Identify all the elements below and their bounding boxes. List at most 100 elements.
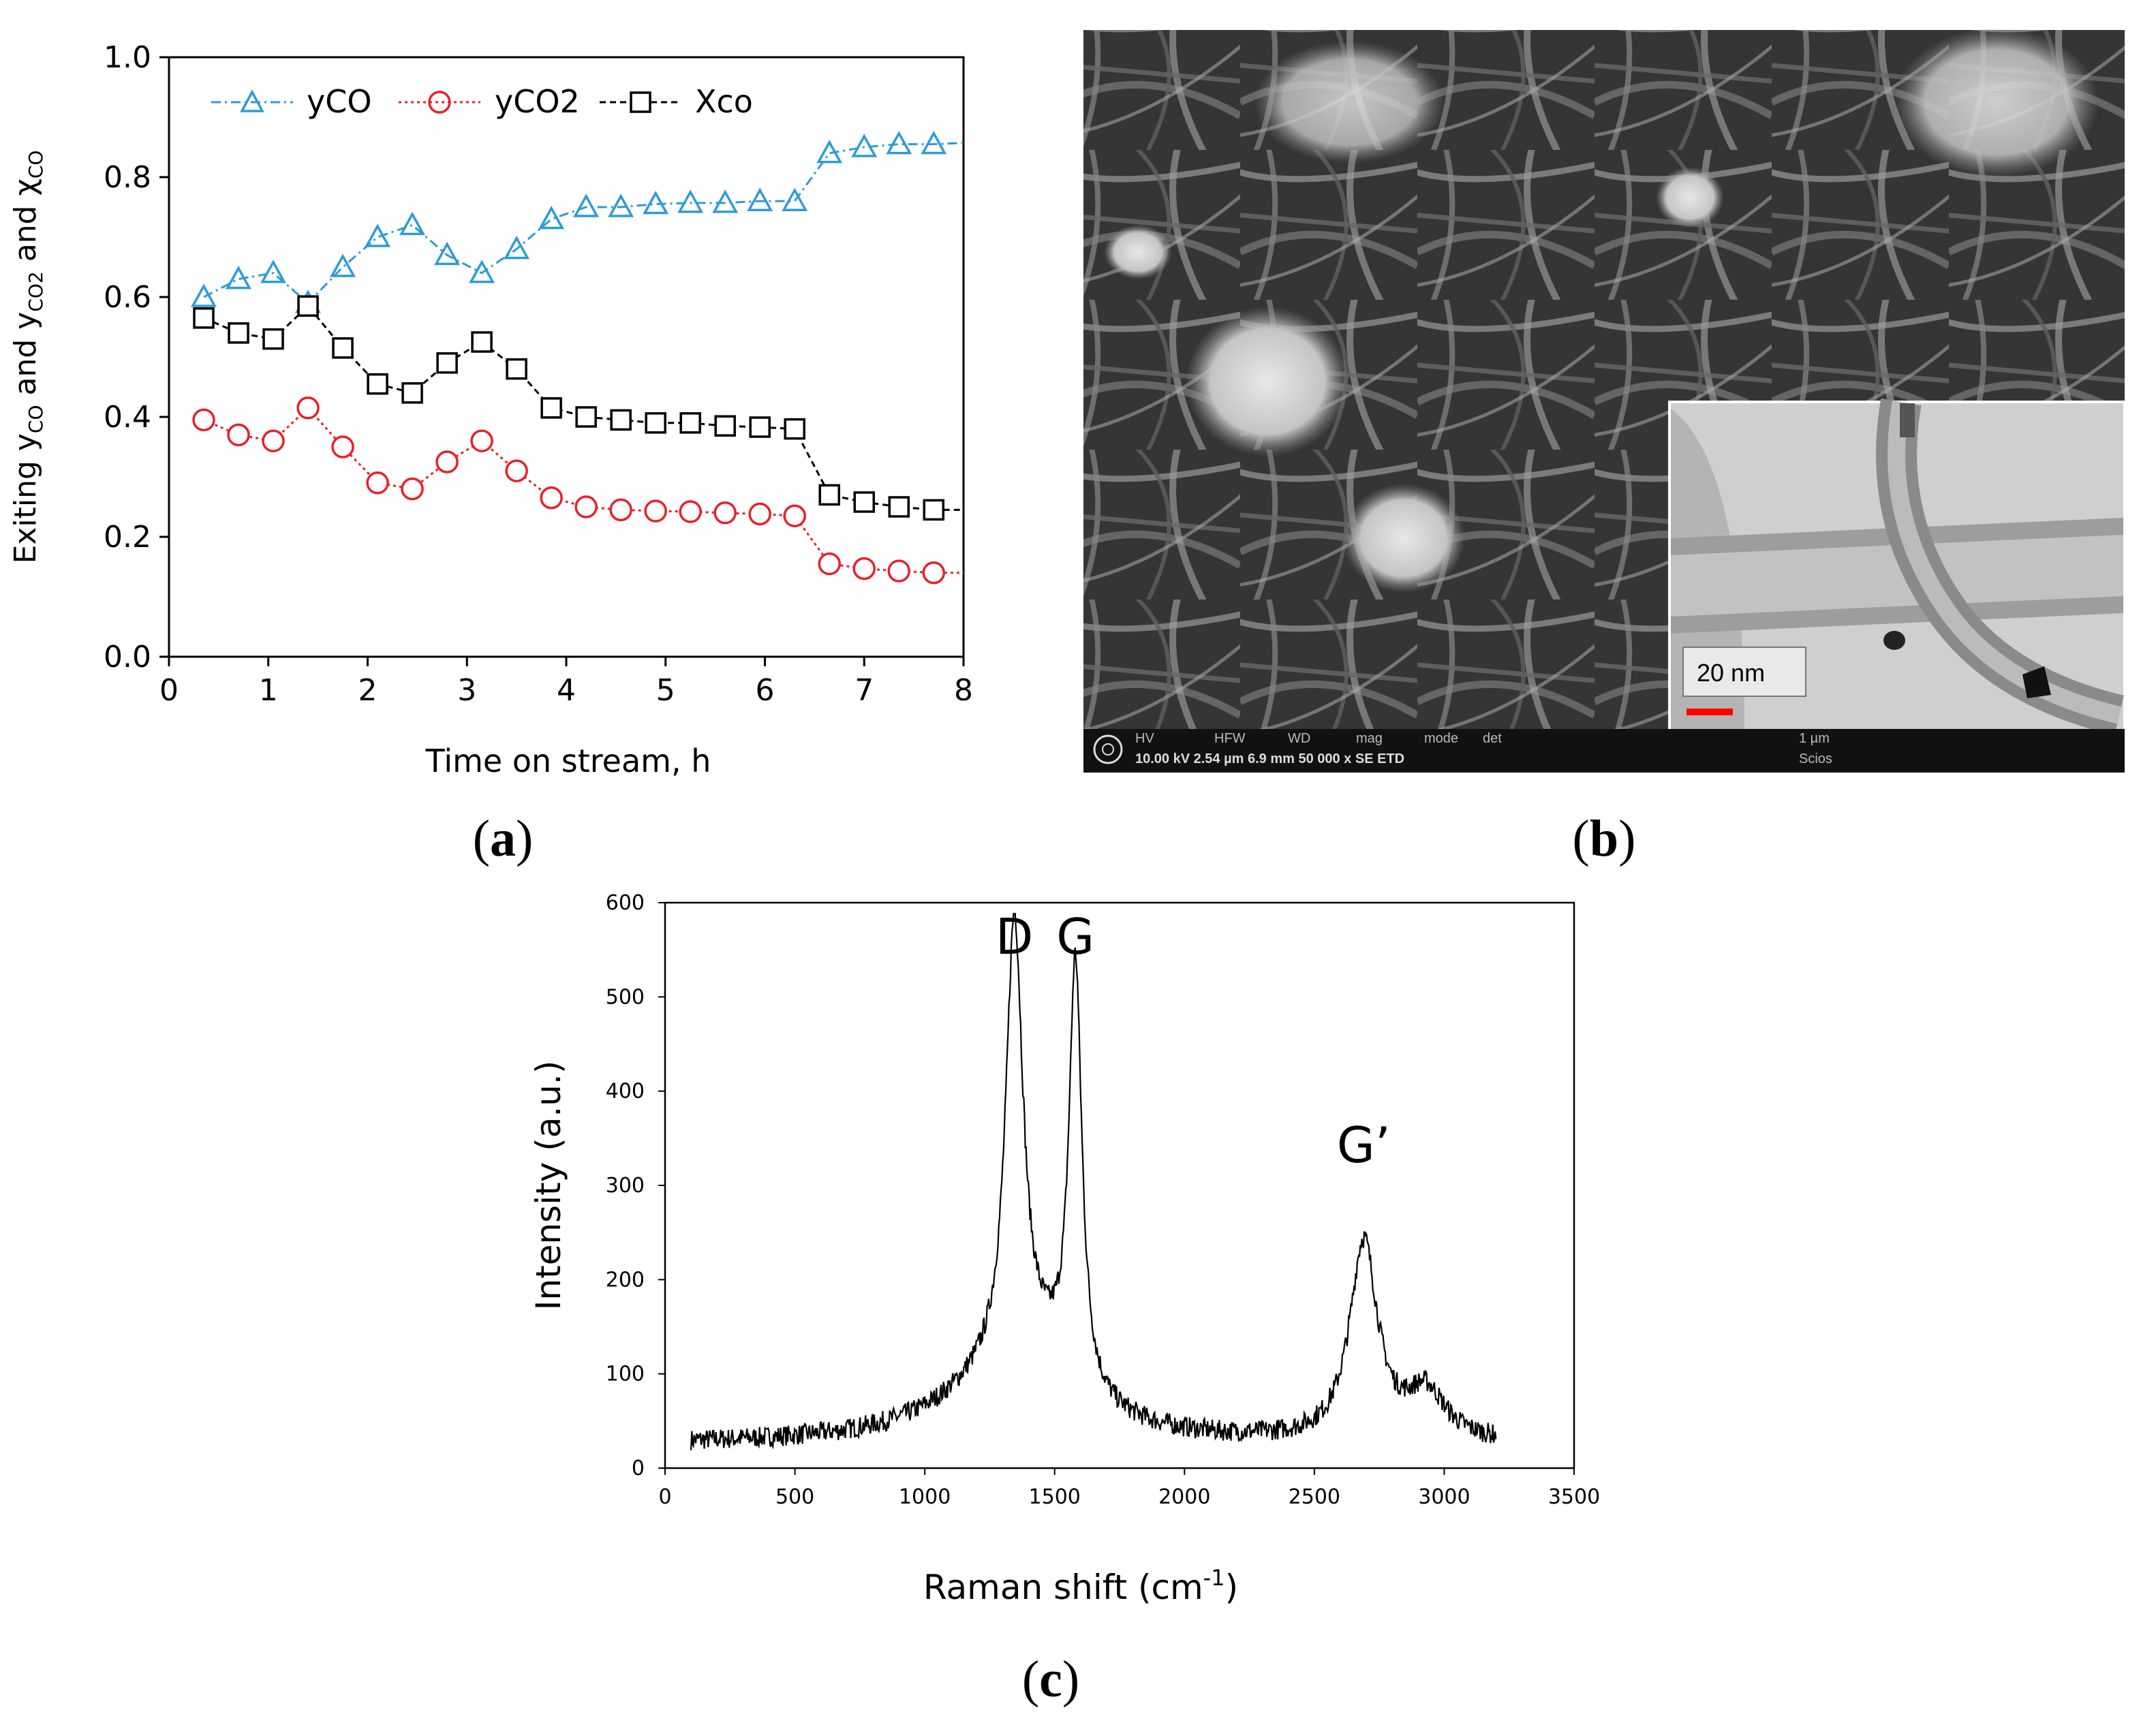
nanotube-core	[1888, 400, 2121, 724]
data-point-xco	[818, 484, 840, 506]
data-point-yco	[921, 130, 947, 155]
tem-inset: 20 nm	[1668, 398, 2126, 736]
data-point-yco	[851, 134, 878, 157]
legend-label-yco2: yCO2	[495, 83, 580, 120]
data-point-xco	[297, 295, 319, 317]
panel-label-c: (c)	[1022, 1651, 1079, 1708]
data-point-yco	[782, 187, 808, 211]
series-line-yco2	[203, 406, 964, 574]
data-point-xco	[714, 415, 736, 437]
y-tick-label: 0.8	[104, 160, 151, 195]
data-point-yco2	[922, 561, 946, 585]
square-marker-icon	[630, 91, 651, 113]
data-point-yco2	[818, 552, 841, 576]
x-tick-label: 2	[358, 673, 378, 708]
y-tick-label: 200	[606, 1268, 645, 1292]
peak-annotations: D G G’	[996, 908, 1391, 1174]
data-point-yco	[538, 205, 565, 230]
data-point-yco	[469, 260, 495, 283]
peak-label: D	[996, 908, 1033, 965]
particle-cluster	[1254, 41, 1445, 164]
panel-label-a: (a)	[473, 810, 534, 867]
x-tick-label: 0	[658, 1485, 671, 1509]
x-tick-label: 3500	[1548, 1485, 1600, 1509]
data-point-xco	[471, 331, 493, 353]
y-tick-label: 600	[606, 891, 645, 915]
y-tick-label: 0.0	[104, 640, 151, 674]
particle-cluster	[1342, 484, 1465, 593]
data-point-yco	[434, 241, 461, 266]
series-line-yco	[203, 142, 964, 305]
data-point-xco	[506, 358, 527, 380]
data-point-yco	[747, 187, 773, 211]
data-point-xco	[853, 491, 875, 513]
x-tick-label: 1000	[899, 1485, 951, 1509]
fei-logo-icon	[1093, 734, 1123, 764]
data-point-yco	[712, 189, 739, 213]
data-point-yco2	[435, 450, 459, 473]
info-values: 10.00 kV 2.54 µm 6.9 mm 50 000 x SE ETD	[1135, 751, 1404, 766]
legend-label-yco: yCO	[307, 83, 372, 120]
data-point-xco	[888, 496, 910, 518]
data-point-xco	[749, 416, 771, 438]
x-tick-label: 2500	[1289, 1485, 1340, 1509]
data-point-yco	[573, 193, 600, 217]
info-instrument: Scios	[1799, 751, 1832, 766]
raman-spectrum-chart: 0 100 200 300 400 500 600 0 500 1000 1500 2000 2500…	[529, 891, 1600, 1708]
data-point-xco	[401, 382, 423, 404]
particle-cluster	[1104, 225, 1172, 279]
x-tick-label: 3000	[1418, 1485, 1470, 1509]
data-point-yco2	[505, 459, 528, 482]
y-tick-label: 0	[632, 1457, 645, 1480]
data-point-xco	[228, 322, 249, 344]
x-tick-label: 8	[954, 673, 973, 708]
data-point-yco	[260, 260, 287, 283]
info-label-det: det	[1483, 731, 1502, 746]
inset-scale-bar	[1687, 709, 1733, 715]
data-point-yco2	[296, 396, 320, 420]
data-point-yco2	[470, 429, 493, 452]
x-tick-label: 4	[557, 673, 576, 708]
sem-micrograph: 20 nm HV HFW WD mag mode det 10.00 kV 2.…	[1083, 27, 2126, 867]
data-point-yco	[886, 130, 912, 155]
catalyst-particle	[2022, 666, 2051, 698]
info-label-mag: mag	[1356, 731, 1383, 746]
x-tick-label: 1	[259, 673, 278, 708]
data-point-yco	[643, 190, 669, 215]
x-axis-label: Time on stream, h	[425, 743, 711, 779]
data-point-yco	[816, 140, 843, 164]
peak-label: G’	[1337, 1117, 1391, 1174]
legend: yCO yCO2 Xco	[211, 83, 753, 120]
y-axis-ticks: 0 100 200 300 400 500 600	[606, 891, 665, 1480]
series-line-xco	[203, 305, 964, 511]
info-label-mode: mode	[1424, 731, 1458, 746]
data-point-yco2	[887, 559, 911, 582]
data-point-xco	[679, 412, 701, 434]
y-tick-label: 1.0	[104, 40, 151, 75]
data-point-xco	[367, 373, 388, 395]
legend-label-xco: Xco	[695, 83, 753, 120]
info-label-hfw: HFW	[1214, 731, 1246, 746]
data-point-yco2	[401, 477, 424, 501]
y-tick-label: 0.4	[104, 400, 151, 435]
particle-cluster	[1894, 27, 2099, 177]
data-point-yco	[330, 253, 356, 277]
y-axis-label: Exiting yCO and yCO2 and χCO	[8, 151, 47, 564]
triangle-marker-icon	[240, 89, 264, 112]
scale-box	[1682, 647, 1806, 697]
particle-cluster	[1656, 167, 1724, 228]
data-point-yco	[226, 265, 251, 290]
circle-marker-icon	[428, 91, 451, 114]
y-tick-label: 0.6	[104, 280, 151, 315]
data-point-yco2	[679, 500, 702, 523]
series-markers	[191, 130, 947, 585]
y-tick-label: 300	[606, 1174, 645, 1198]
data-point-yco2	[540, 486, 563, 510]
catalyst-particle	[1883, 631, 1905, 650]
plot-area-frame	[664, 901, 1575, 1469]
x-tick-label: 5	[656, 673, 675, 708]
line-chart-time-on-stream: 0.0 0.2 0.4 0.6 0.8 1.0 0 1 2 3 4 5 6 7 8 yCO yCO2 Xc…	[8, 40, 973, 867]
data-point-yco2	[713, 501, 737, 525]
data-point-xco	[193, 307, 215, 329]
